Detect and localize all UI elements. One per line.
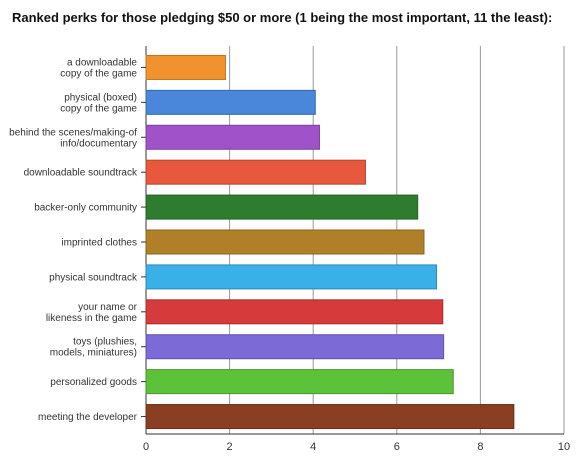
category-label: your name or: [78, 302, 138, 313]
bar: [145, 264, 438, 290]
bar: [145, 229, 425, 255]
bar: [145, 159, 366, 185]
category-label: models, miniatures): [50, 348, 137, 359]
category-label: physical soundtrack: [49, 272, 138, 283]
category-label: likeness in the game: [46, 313, 138, 324]
category-label: behind the scenes/making-of: [9, 127, 137, 138]
category-label: downloadable soundtrack: [24, 168, 138, 179]
bar: [145, 299, 444, 325]
bar: [145, 89, 316, 115]
bar: [145, 404, 515, 430]
bar: [145, 54, 226, 80]
category-label: backer-only community: [34, 203, 137, 214]
category-label: copy of the game: [60, 103, 137, 114]
x-tick-label: 0: [143, 441, 149, 453]
chart-title: Ranked perks for those pledging $50 or m…: [12, 10, 553, 25]
x-tick-label: 10: [558, 441, 570, 453]
bar: [145, 194, 419, 220]
x-tick-label: 4: [310, 441, 316, 453]
category-label: imprinted clothes: [61, 238, 137, 249]
category-label: meeting the developer: [38, 412, 138, 423]
category-label: copy of the game: [60, 68, 137, 79]
x-tick-label: 6: [394, 441, 400, 453]
category-label: physical (boxed): [64, 92, 137, 103]
category-label: toys (plushies,: [73, 337, 137, 348]
category-label: a downloadable: [67, 57, 137, 68]
bar: [145, 334, 445, 360]
category-label: info/documentary: [60, 138, 137, 149]
bar: [145, 369, 454, 395]
category-label: personalized goods: [50, 377, 137, 388]
bar: [145, 124, 320, 150]
x-tick-label: 8: [477, 441, 483, 453]
x-tick-label: 2: [227, 441, 233, 453]
